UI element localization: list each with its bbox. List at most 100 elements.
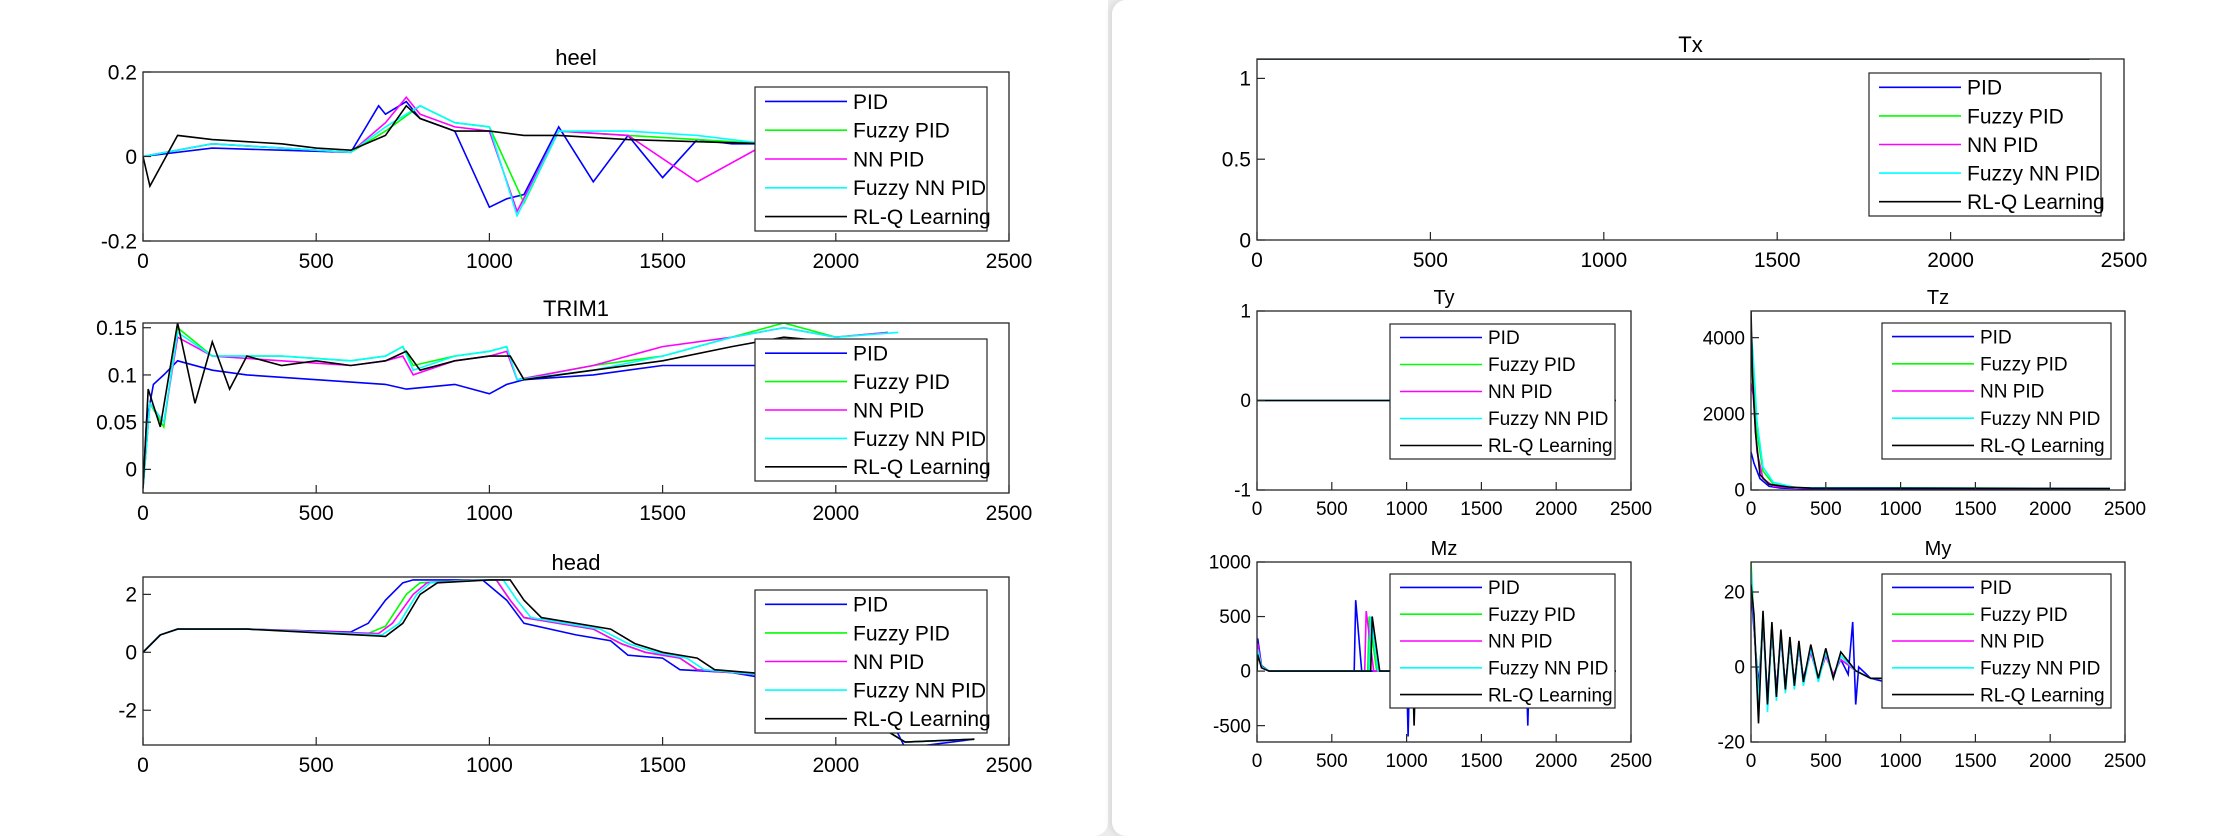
chart-my-xtick-label: 2000 <box>2029 751 2071 772</box>
chart-trim1-legend-label: NN PID <box>853 399 924 422</box>
chart-head-xtick-label: 2500 <box>986 754 1033 777</box>
chart-head-title: head <box>552 550 601 575</box>
chart-mz-legend-label: RL-Q Learning <box>1488 685 1613 706</box>
chart-tx-legend-label: PID <box>1967 77 2002 100</box>
chart-my-xtick-label: 2500 <box>2104 751 2146 772</box>
chart-tz-xtick-label: 2000 <box>2029 499 2071 520</box>
chart-ty-ytick-label: 0 <box>1240 391 1251 412</box>
chart-heel-series-line <box>143 104 767 189</box>
chart-heel-legend-label: PID <box>853 91 888 114</box>
chart-my-xtick-label: 1500 <box>1954 751 1996 772</box>
chart-trim1-title: TRIM1 <box>543 296 609 321</box>
chart-mz-legend-label: Fuzzy NN PID <box>1488 658 1608 679</box>
chart-trim1-ytick-label: 0.05 <box>96 412 137 435</box>
chart-ty-ytick-label: -1 <box>1234 481 1251 502</box>
chart-my-xtick-label: 0 <box>1746 751 1757 772</box>
chart-tx-title: Tx <box>1678 32 1702 57</box>
chart-trim1-xtick-label: 0 <box>137 502 149 525</box>
chart-tx-xtick-label: 500 <box>1413 249 1448 272</box>
chart-ty-ytick-label: 1 <box>1240 302 1251 323</box>
chart-tx-xtick-label: 0 <box>1251 249 1263 272</box>
chart-heel-legend-label: Fuzzy PID <box>853 120 950 143</box>
chart-heel-ytick-label: 0.2 <box>108 61 137 84</box>
chart-heel-xtick-label: 2500 <box>986 250 1033 273</box>
chart-tx-legend-label: Fuzzy PID <box>1967 105 2064 128</box>
chart-ty-xtick-label: 2500 <box>1610 499 1652 520</box>
chart-head-series-line <box>143 579 975 743</box>
chart-mz-xtick-label: 500 <box>1316 751 1348 772</box>
chart-tz-legend-label: Fuzzy NN PID <box>1980 409 2100 430</box>
chart-heel-xtick-label: 1500 <box>639 250 686 273</box>
chart-ty-legend-label: Fuzzy NN PID <box>1488 409 1608 430</box>
chart-head-xtick-label: 1000 <box>466 754 513 777</box>
chart-mz-title: Mz <box>1431 538 1458 560</box>
chart-tz-axes-box <box>1750 310 2126 491</box>
chart-tz-xtick-label: 2500 <box>2104 499 2146 520</box>
chart-trim1-series-line <box>143 326 899 489</box>
chart-heel-series-line <box>143 104 767 218</box>
chart-mz-ytick-label: 1000 <box>1209 553 1251 574</box>
chart-tx-ytick-label: 0 <box>1239 229 1251 252</box>
chart-head-legend-label: NN PID <box>853 651 924 674</box>
chart-ty-xtick-label: 500 <box>1316 499 1348 520</box>
chart-mz-xtick-label: 2000 <box>1535 751 1577 772</box>
chart-my-legend-label: RL-Q Learning <box>1980 685 2105 706</box>
chart-trim1-xtick-label: 2500 <box>986 502 1033 525</box>
chart-ty-legend-label: RL-Q Learning <box>1488 436 1613 457</box>
chart-mz-xtick-label: 2500 <box>1610 751 1652 772</box>
chart-heel-legend-label: Fuzzy NN PID <box>853 177 986 200</box>
chart-trim1-legend-label: RL-Q Learning <box>853 456 991 479</box>
chart-tz-legend-label: Fuzzy PID <box>1980 354 2068 375</box>
chart-tz-ytick-label: 2000 <box>1703 404 1745 425</box>
chart-ty-legend-label: Fuzzy PID <box>1488 355 1576 376</box>
chart-heel-title: heel <box>555 45 597 70</box>
chart-head-xtick-label: 500 <box>299 754 334 777</box>
chart-head-ytick-label: 2 <box>125 584 137 607</box>
chart-tx-xtick-label: 2000 <box>1927 249 1974 272</box>
chart-tz-xtick-label: 500 <box>1810 499 1842 520</box>
chart-my-series-line <box>1751 584 1886 724</box>
chart-head-xtick-label: 0 <box>137 754 149 777</box>
chart-tz-ytick-label: 4000 <box>1703 328 1745 349</box>
chart-heel-xtick-label: 0 <box>137 250 149 273</box>
chart-head-ytick-label: -2 <box>118 700 137 723</box>
chart-tz-title: Tz <box>1927 287 1949 309</box>
chart-trim1-legend-label: Fuzzy PID <box>853 371 950 394</box>
chart-tx-xtick-label: 1500 <box>1754 249 1801 272</box>
chart-my-xtick-label: 1000 <box>1879 751 1921 772</box>
chart-ty-xtick-label: 0 <box>1252 499 1263 520</box>
chart-trim1-series-line <box>143 326 888 489</box>
chart-ty-xtick-label: 2000 <box>1535 499 1577 520</box>
chart-heel-xtick-label: 2000 <box>812 250 859 273</box>
chart-tz-series-line <box>1751 311 2111 490</box>
chart-mz-ytick-label: 500 <box>1219 607 1251 628</box>
chart-heel-ytick-label: 0 <box>125 146 137 169</box>
chart-mz-legend-label: PID <box>1488 578 1520 599</box>
chart-mz-ytick-label: -500 <box>1213 716 1251 737</box>
chart-trim1-legend-label: PID <box>853 343 888 366</box>
chart-my-title: My <box>1925 538 1952 560</box>
chart-mz-legend-label: Fuzzy PID <box>1488 605 1576 626</box>
chart-mz-xtick-label: 1500 <box>1460 751 1502 772</box>
chart-trim1-xtick-label: 500 <box>299 502 334 525</box>
chart-my-legend-label: Fuzzy PID <box>1980 605 2068 626</box>
chart-head-legend-label: Fuzzy NN PID <box>853 679 986 702</box>
chart-ty-legend-label: NN PID <box>1488 382 1552 403</box>
chart-mz-xtick-label: 1000 <box>1385 751 1427 772</box>
chart-tz-xtick-label: 0 <box>1746 499 1757 520</box>
chart-tz-ytick-label: 0 <box>1734 481 1745 502</box>
chart-trim1-xtick-label: 1500 <box>639 502 686 525</box>
chart-trim1-legend-label: Fuzzy NN PID <box>853 428 986 451</box>
chart-my-axes-box <box>1750 561 2126 743</box>
chart-tx-legend-label: NN PID <box>1967 134 2038 157</box>
chart-my-legend-label: PID <box>1980 578 2012 599</box>
chart-heel-xtick-label: 500 <box>299 250 334 273</box>
chart-head-xtick-label: 2000 <box>812 754 859 777</box>
chart-tx-legend-label: Fuzzy NN PID <box>1967 162 2100 185</box>
chart-mz-xtick-label: 0 <box>1252 751 1263 772</box>
chart-head-ytick-label: 0 <box>125 642 137 665</box>
chart-tx-ytick-label: 0.5 <box>1222 149 1251 172</box>
chart-trim1-ytick-label: 0 <box>125 459 137 482</box>
chart-head-axes-box <box>142 576 1010 746</box>
